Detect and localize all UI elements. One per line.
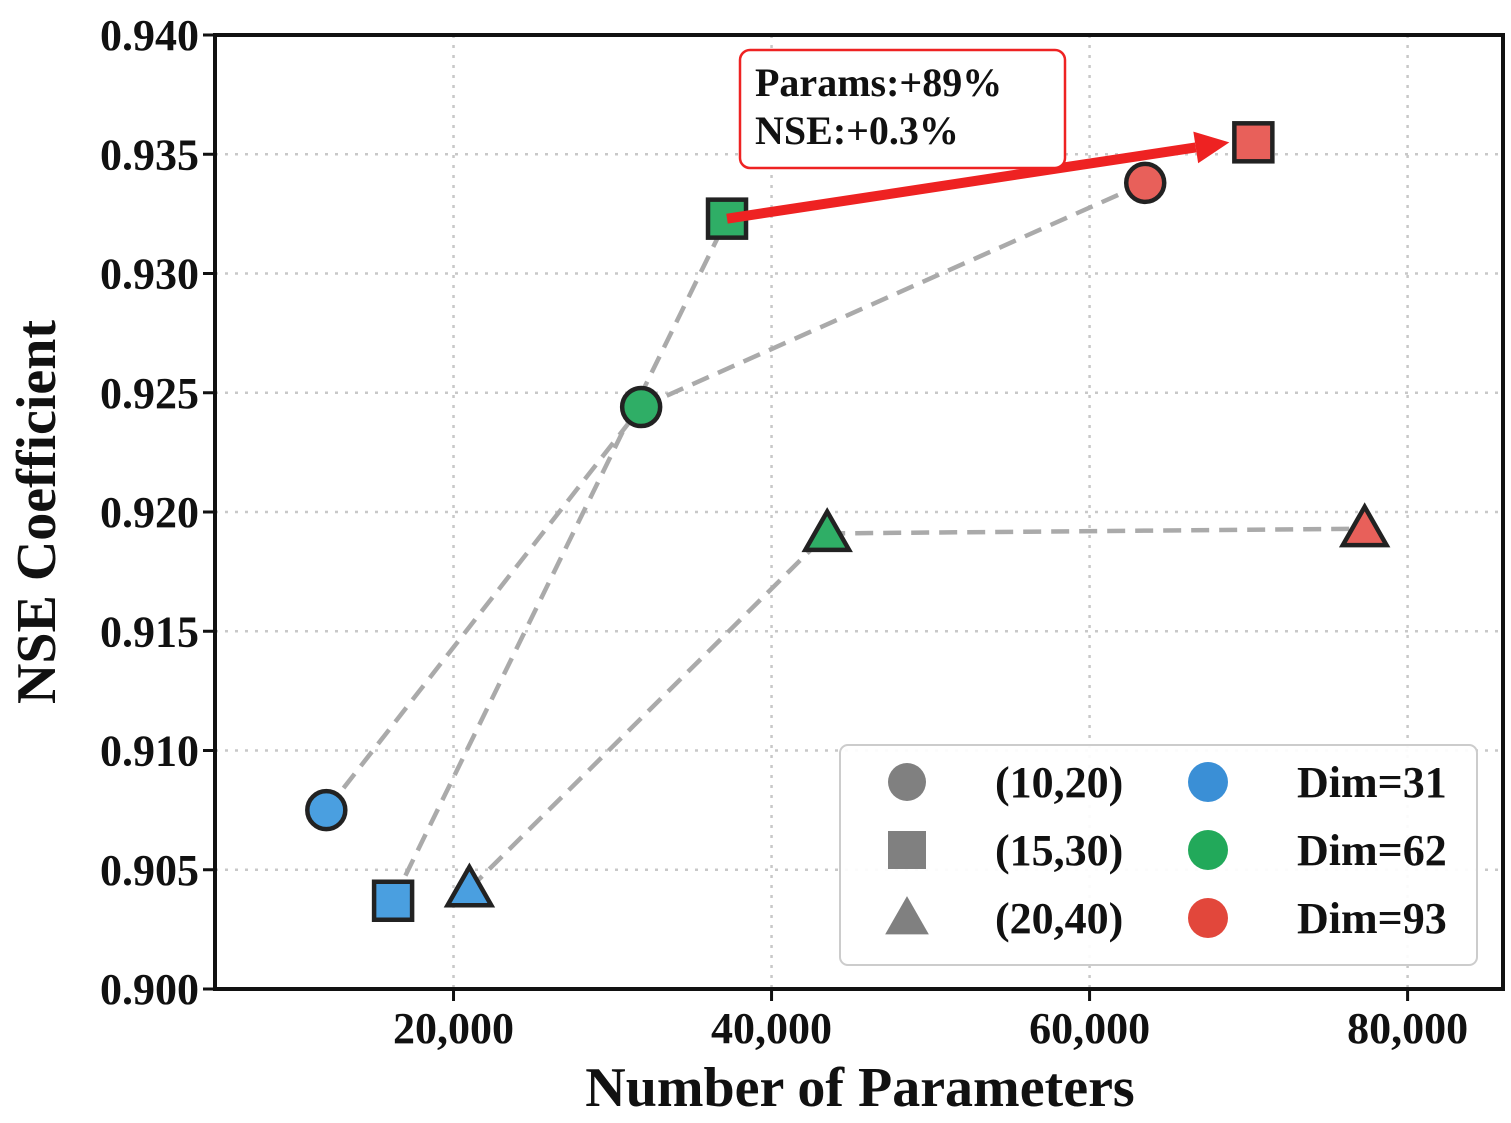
legend-shape-label: (10,20) [995, 758, 1123, 807]
annotation-nse: NSE:+0.3% [755, 108, 959, 153]
legend: (10,20) (15,30) (20,40) Dim=31 Dim=62 Dim=93 [839, 744, 1478, 966]
annotation-box: Params:+89% NSE:+0.3% [738, 48, 1067, 170]
legend-frame [839, 744, 1478, 966]
connector-lines [324, 180, 1365, 902]
legend-shape-label: (15,30) [995, 826, 1123, 875]
y-tick-label: 0.910 [100, 727, 199, 776]
legend-square-icon [888, 831, 926, 869]
x-tick-label: 40,000 [711, 1004, 832, 1053]
y-tick-label: 0.920 [100, 488, 199, 537]
legend-color-dot-icon [1188, 830, 1228, 870]
y-tick-label: 0.915 [100, 607, 199, 656]
connector-line [324, 405, 643, 812]
legend-shape-label: (20,40) [995, 894, 1123, 943]
marker-p-15-30-dim93 [1232, 121, 1275, 164]
marker-p-10-20-dim93 [1123, 161, 1167, 205]
annotation-frame [738, 48, 1067, 170]
y-tick-label: 0.935 [100, 130, 199, 179]
x-axis-title: Number of Parameters [585, 1057, 1134, 1119]
legend-color-label: Dim=62 [1297, 826, 1447, 875]
connector-line [467, 531, 829, 891]
arrow-head [1193, 131, 1230, 164]
x-tick-label: 80,000 [1347, 1004, 1468, 1053]
y-axis-title: NSE Coefficient [6, 320, 68, 705]
data-markers [305, 121, 1391, 923]
y-tick-label: 0.925 [100, 369, 199, 418]
y-tick-label: 0.905 [100, 846, 199, 895]
x-tick-label: 60,000 [1029, 1004, 1150, 1053]
annotation-params: Params:+89% [755, 60, 1002, 105]
legend-circle-icon [888, 763, 926, 801]
x-tick-label: 20,000 [393, 1004, 514, 1053]
marker-p-10-20-dim31 [305, 788, 348, 832]
marker-p-15-30-dim31 [371, 879, 415, 923]
y-tick-label: 0.930 [100, 250, 199, 299]
legend-color-dot-icon [1188, 762, 1228, 802]
y-tick-label: 0.900 [100, 965, 199, 1014]
legend-color-dot-icon [1188, 898, 1228, 938]
legend-color-label: Dim=31 [1297, 758, 1447, 807]
marker-p-20-40-dim93 [1338, 502, 1391, 548]
marker-p-20-40-dim62 [801, 507, 853, 553]
connector-line [827, 526, 1365, 536]
improvement-arrow [726, 131, 1230, 224]
y-tick-label: 0.940 [100, 11, 199, 60]
arrow-shaft [726, 142, 1197, 224]
legend-color-label: Dim=93 [1297, 894, 1447, 943]
connector-line [391, 217, 730, 902]
connector-line [640, 180, 1147, 410]
marker-p-10-20-dim62 [619, 385, 663, 429]
marker-p-20-40-dim31 [443, 862, 496, 908]
legend-triangle-icon [885, 896, 929, 935]
axis-ticks: 0.900 0.905 0.910 0.915 0.920 0.925 0.930 0.935… [100, 11, 1468, 1053]
